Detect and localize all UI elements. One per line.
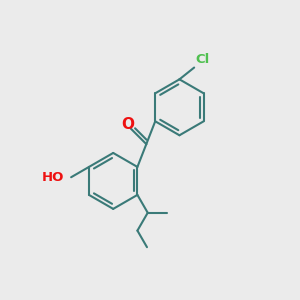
- Text: O: O: [121, 117, 134, 132]
- Text: Cl: Cl: [196, 53, 210, 66]
- Text: HO: HO: [41, 171, 64, 184]
